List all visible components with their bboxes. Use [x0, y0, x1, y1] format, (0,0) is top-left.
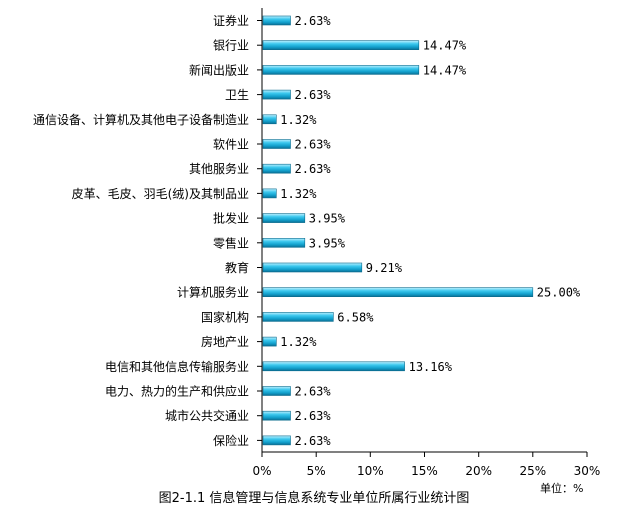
category-label-2: 新闻出版业 [189, 62, 249, 77]
category-label-6: 其他服务业 [189, 161, 249, 176]
value-label-15: 2.63% [295, 385, 332, 399]
category-label-15: 电力、热力的生产和供应业 [105, 384, 249, 399]
value-label-0: 2.63% [295, 14, 332, 28]
category-label-11: 计算机服务业 [177, 285, 249, 300]
x-tick-label-3: 15% [411, 464, 438, 478]
value-label-13: 1.32% [280, 335, 317, 349]
category-label-17: 保险业 [213, 433, 249, 448]
category-label-13: 房地产业 [201, 334, 249, 349]
bar-12 [262, 312, 334, 322]
bar-16 [262, 410, 291, 421]
category-label-7: 皮革、毛皮、羽毛(绒)及其制品业 [72, 187, 249, 201]
category-label-12: 国家机构 [201, 309, 249, 324]
value-label-1: 14.47% [423, 39, 467, 53]
category-label-16: 城市公共交通业 [165, 408, 249, 423]
bar-6 [262, 163, 291, 174]
unit-label: 单位：% [540, 481, 583, 495]
category-label-1: 银行业 [213, 39, 249, 53]
category-label-8: 批发业 [213, 211, 249, 226]
value-label-12: 6.58% [337, 310, 374, 324]
value-label-2: 14.47% [423, 63, 467, 77]
value-label-7: 1.32% [280, 187, 317, 201]
bar-10 [262, 262, 363, 273]
bar-2 [262, 65, 420, 75]
bar-9 [262, 238, 306, 248]
value-label-3: 2.63% [295, 88, 332, 102]
category-label-5: 软件业 [213, 138, 249, 152]
x-tick-label-6: 30% [574, 464, 601, 478]
bar-13 [262, 336, 277, 347]
x-tick-label-5: 25% [519, 464, 546, 478]
x-tick-label-4: 20% [465, 464, 492, 478]
bar-1 [262, 40, 420, 51]
value-label-14: 13.16% [409, 360, 453, 374]
x-tick-label-2: 10% [357, 464, 384, 478]
category-label-3: 卫生 [225, 88, 249, 102]
bar-3 [262, 89, 291, 100]
bar-11 [262, 287, 534, 298]
category-label-14: 电信和其他信息传输服务业 [105, 359, 249, 374]
value-label-6: 2.63% [295, 162, 332, 176]
value-label-9: 3.95% [309, 236, 346, 250]
value-label-10: 9.21% [366, 261, 403, 275]
value-label-8: 3.95% [309, 212, 346, 226]
bar-17 [262, 435, 291, 446]
value-label-16: 2.63% [295, 409, 332, 423]
bar-7 [262, 188, 277, 199]
bar-14 [262, 361, 405, 372]
value-label-17: 2.63% [295, 434, 332, 448]
bar-0 [262, 15, 291, 26]
value-label-5: 2.63% [295, 138, 332, 152]
bar-15 [262, 386, 291, 396]
chart-caption: 图2-1.1 信息管理与信息系统专业单位所属行业统计图 [159, 490, 470, 506]
category-label-0: 证券业 [213, 13, 249, 28]
bar-4 [262, 114, 277, 125]
category-label-4: 通信设备、计算机及其他电子设备制造业 [33, 112, 249, 127]
x-tick-label-1: 5% [307, 464, 326, 478]
value-label-4: 1.32% [280, 113, 317, 127]
bar-5 [262, 139, 291, 149]
bar-8 [262, 213, 306, 223]
x-tick-label-0: 0% [252, 464, 271, 478]
value-label-11: 25.00% [537, 286, 581, 300]
category-label-10: 教育 [225, 260, 249, 275]
category-label-9: 零售业 [213, 235, 249, 250]
